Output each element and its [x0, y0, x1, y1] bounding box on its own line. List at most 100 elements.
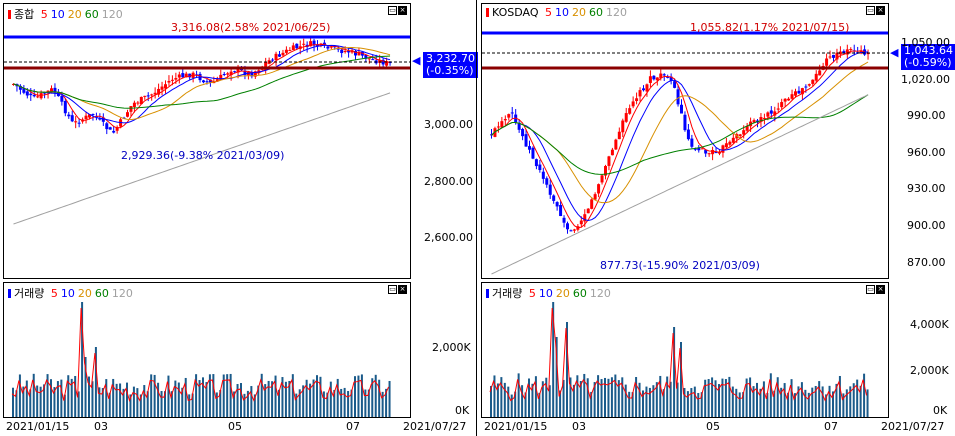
- close-icon[interactable]: ×: [398, 6, 407, 15]
- candle-body: [67, 114, 71, 117]
- candle-body: [493, 128, 497, 137]
- volume-bar: [607, 378, 610, 417]
- volume-bar: [336, 378, 339, 417]
- volume-bar: [496, 383, 499, 417]
- ma5-label[interactable]: 5: [545, 6, 553, 19]
- vma60-label[interactable]: 60: [572, 287, 587, 300]
- kospi-candlestick-chart[interactable]: [4, 4, 410, 278]
- candle-body: [150, 94, 154, 96]
- volume-bar: [98, 387, 101, 417]
- candle-body: [284, 49, 288, 53]
- volume-bar: [333, 389, 336, 417]
- volume-bar: [25, 380, 28, 417]
- close-icon[interactable]: ×: [876, 285, 885, 294]
- volume-bar: [756, 382, 758, 417]
- ma20-label[interactable]: 20: [572, 6, 587, 19]
- kosdaq-candlestick-chart[interactable]: [482, 4, 888, 278]
- vma10-label[interactable]: 10: [538, 287, 553, 300]
- kosdaq-volume-panel[interactable]: 거래량 5 10 20 60 120 ▭ ×: [481, 282, 889, 418]
- volume-bar: [610, 377, 613, 417]
- ma120-label[interactable]: 120: [101, 8, 123, 21]
- candle-body: [503, 119, 507, 121]
- vma5-label[interactable]: 5: [528, 287, 536, 300]
- vma60-label[interactable]: 60: [94, 287, 109, 300]
- candle-body: [322, 42, 326, 45]
- ma60-label[interactable]: 60: [589, 6, 604, 19]
- close-icon[interactable]: ×: [876, 6, 885, 15]
- candle-body: [673, 81, 677, 88]
- ma60-label[interactable]: 60: [84, 8, 99, 21]
- volume-bar: [828, 385, 831, 417]
- volume-bar: [780, 387, 783, 417]
- candle-body: [700, 148, 704, 150]
- candle-body: [548, 184, 552, 195]
- candle-body: [188, 73, 192, 78]
- candle-body: [385, 61, 389, 66]
- volume-bar: [849, 386, 852, 417]
- volume-bar: [340, 388, 343, 417]
- kospi-volume-panel[interactable]: 거래량 5 10 20 60 120 ▭ ×: [3, 282, 411, 418]
- volume-bar: [260, 373, 263, 417]
- kosdaq-high-note: 1,055.82(1.17% 2021/07/15): [690, 21, 850, 34]
- ma20-line: [13, 46, 391, 121]
- close-icon[interactable]: ×: [398, 285, 407, 294]
- candle-body: [666, 76, 670, 78]
- minimize-icon[interactable]: ▭: [866, 6, 875, 15]
- volume-bar: [350, 389, 353, 417]
- candle-body: [309, 41, 313, 47]
- kospi-price-panel[interactable]: 종합 5 10 20 60 120 ▭ × 3,316.08(2.58% 2021/06/…: [3, 3, 411, 279]
- candle-body: [680, 104, 683, 114]
- candle-body: [184, 73, 188, 78]
- volume-bar: [388, 380, 391, 417]
- kosdaq-vtick: 4,000K: [910, 318, 949, 331]
- volume-bar: [70, 378, 73, 417]
- candle-body: [721, 145, 725, 153]
- vma120-label[interactable]: 120: [111, 287, 133, 300]
- candle-body: [621, 120, 625, 133]
- vma120-label[interactable]: 120: [589, 287, 611, 300]
- volume-bar: [153, 374, 156, 417]
- volume-bar: [81, 302, 84, 417]
- ma10-label[interactable]: 10: [50, 8, 65, 21]
- ma5-label[interactable]: 5: [40, 8, 48, 21]
- ma10-line: [13, 44, 391, 124]
- kospi-volume-chart[interactable]: [4, 283, 410, 417]
- minimize-icon[interactable]: ▭: [388, 6, 397, 15]
- minimize-icon[interactable]: ▭: [388, 285, 397, 294]
- candle-body: [12, 83, 15, 85]
- ma10-label[interactable]: 10: [555, 6, 570, 19]
- vma5-label[interactable]: 5: [50, 287, 58, 300]
- volume-bar: [74, 375, 77, 417]
- vma10-label[interactable]: 10: [60, 287, 75, 300]
- kosdaq-price-panel[interactable]: KOSDAQ 5 10 20 60 120 ▭ × 1,055.82(1.17% 2021…: [481, 3, 889, 279]
- volume-bar: [579, 381, 582, 417]
- ma20-label[interactable]: 20: [67, 8, 82, 21]
- candle-body: [229, 71, 233, 76]
- kospi-xtick: 2021/07/27: [403, 420, 467, 433]
- kosdaq-volume-chart[interactable]: [482, 283, 888, 417]
- ma120-label[interactable]: 120: [606, 6, 628, 19]
- vma20-label[interactable]: 20: [77, 287, 92, 300]
- vma20-label[interactable]: 20: [555, 287, 570, 300]
- candle-body: [766, 112, 770, 117]
- candle-body: [583, 214, 587, 222]
- candle-body: [566, 223, 569, 230]
- volume-bar: [597, 375, 600, 417]
- kospi-ytick: 2,600.00: [424, 231, 473, 244]
- volume-bar: [652, 385, 655, 417]
- candle-body: [340, 49, 344, 54]
- volume-bar: [18, 374, 21, 417]
- kosdaq-xtick: 2021/01/15: [484, 420, 548, 433]
- minimize-icon[interactable]: ▭: [866, 285, 875, 294]
- candle-body: [832, 54, 835, 58]
- candle-body: [849, 49, 853, 51]
- volume-bar: [818, 381, 821, 417]
- candle-body: [773, 111, 777, 116]
- volume-bar: [126, 382, 128, 417]
- candle-body: [825, 58, 829, 66]
- volume-bar: [866, 389, 869, 417]
- kospi-ytick: 3,000.00: [424, 118, 473, 131]
- candle-body: [569, 230, 573, 232]
- volume-ma-line: [489, 307, 868, 402]
- volume-bar: [521, 385, 524, 417]
